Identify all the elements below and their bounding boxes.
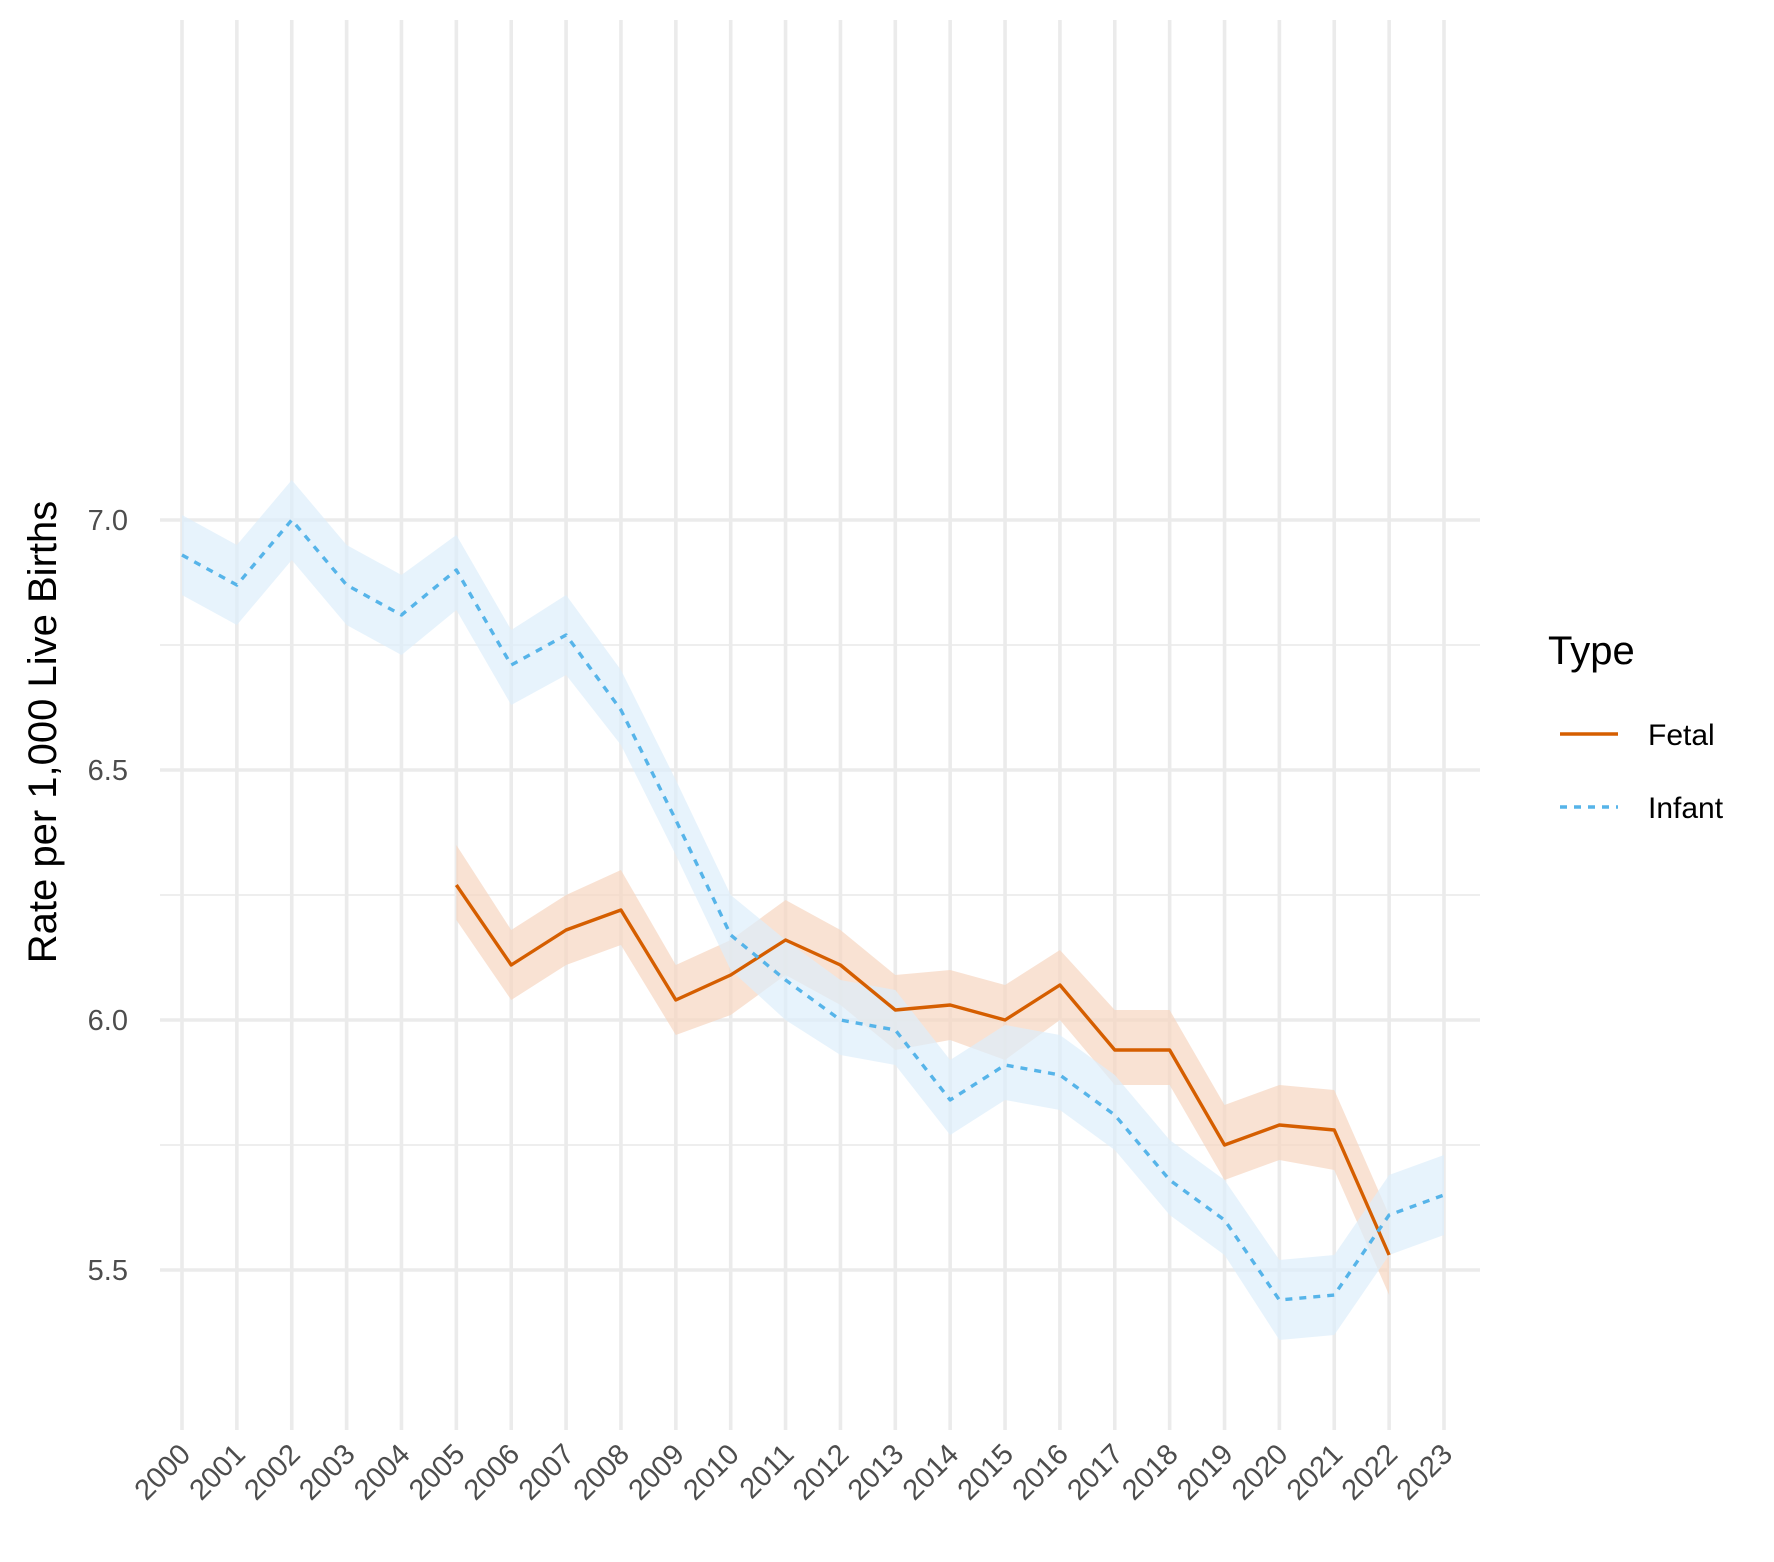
x-tick-label: 2008: [568, 1438, 636, 1506]
legend-label-infant: Infant: [1648, 792, 1724, 825]
x-tick-label: 2006: [458, 1438, 526, 1506]
series-line-fetal: [454, 884, 1391, 1256]
x-tick-label: 2001: [184, 1438, 252, 1506]
x-tick-label: 2003: [293, 1438, 361, 1506]
minor-gridlines: [160, 644, 1480, 1146]
legend-title: Type: [1548, 629, 1635, 673]
x-tick-label: 2015: [952, 1438, 1020, 1506]
x-tick-label: 2011: [734, 1438, 801, 1505]
x-axis-tick-labels: 2000200120022003200420052006200720082009…: [129, 1438, 1459, 1506]
y-axis-tick-labels: 5.5 6.0 6.5 7.0: [88, 505, 128, 1287]
x-tick-label: 2005: [403, 1438, 471, 1506]
confidence-bands: [182, 480, 1444, 1340]
x-tick-label: 2018: [1116, 1438, 1184, 1506]
confidence-band-infant: [182, 480, 1444, 1340]
y-axis-title: Rate per 1,000 Live Births: [21, 501, 65, 963]
x-tick-label: 2012: [787, 1438, 855, 1506]
x-tick-label: 2017: [1061, 1438, 1129, 1506]
x-tick-label: 2010: [677, 1438, 745, 1506]
x-tick-label: 2009: [623, 1438, 691, 1506]
confidence-band-fetal: [456, 845, 1390, 1295]
x-tick-label: 2020: [1226, 1438, 1294, 1506]
x-tick-label: 2007: [513, 1438, 581, 1506]
x-tick-label: 2016: [1007, 1438, 1075, 1506]
x-tick-label: 2004: [348, 1438, 416, 1506]
y-tick-label: 5.5: [88, 1255, 128, 1287]
legend-label-fetal: Fetal: [1648, 719, 1715, 752]
legend: Type Fetal Infant: [1548, 629, 1724, 825]
x-tick-label: 2000: [129, 1438, 197, 1506]
y-tick-label: 7.0: [88, 505, 128, 537]
x-tick-label: 2022: [1336, 1438, 1404, 1506]
series-lines: [181, 518, 1445, 1302]
y-tick-label: 6.0: [88, 1005, 128, 1037]
series-line-infant: [181, 518, 1445, 1302]
x-tick-label: 2021: [1281, 1438, 1349, 1506]
x-tick-label: 2002: [238, 1438, 306, 1506]
y-tick-label: 6.5: [88, 755, 128, 787]
x-tick-label: 2019: [1171, 1438, 1239, 1506]
x-tick-label: 2014: [897, 1438, 965, 1506]
major-gridlines: [160, 20, 1480, 1430]
x-tick-label: 2023: [1391, 1438, 1459, 1506]
x-tick-label: 2013: [842, 1438, 910, 1506]
